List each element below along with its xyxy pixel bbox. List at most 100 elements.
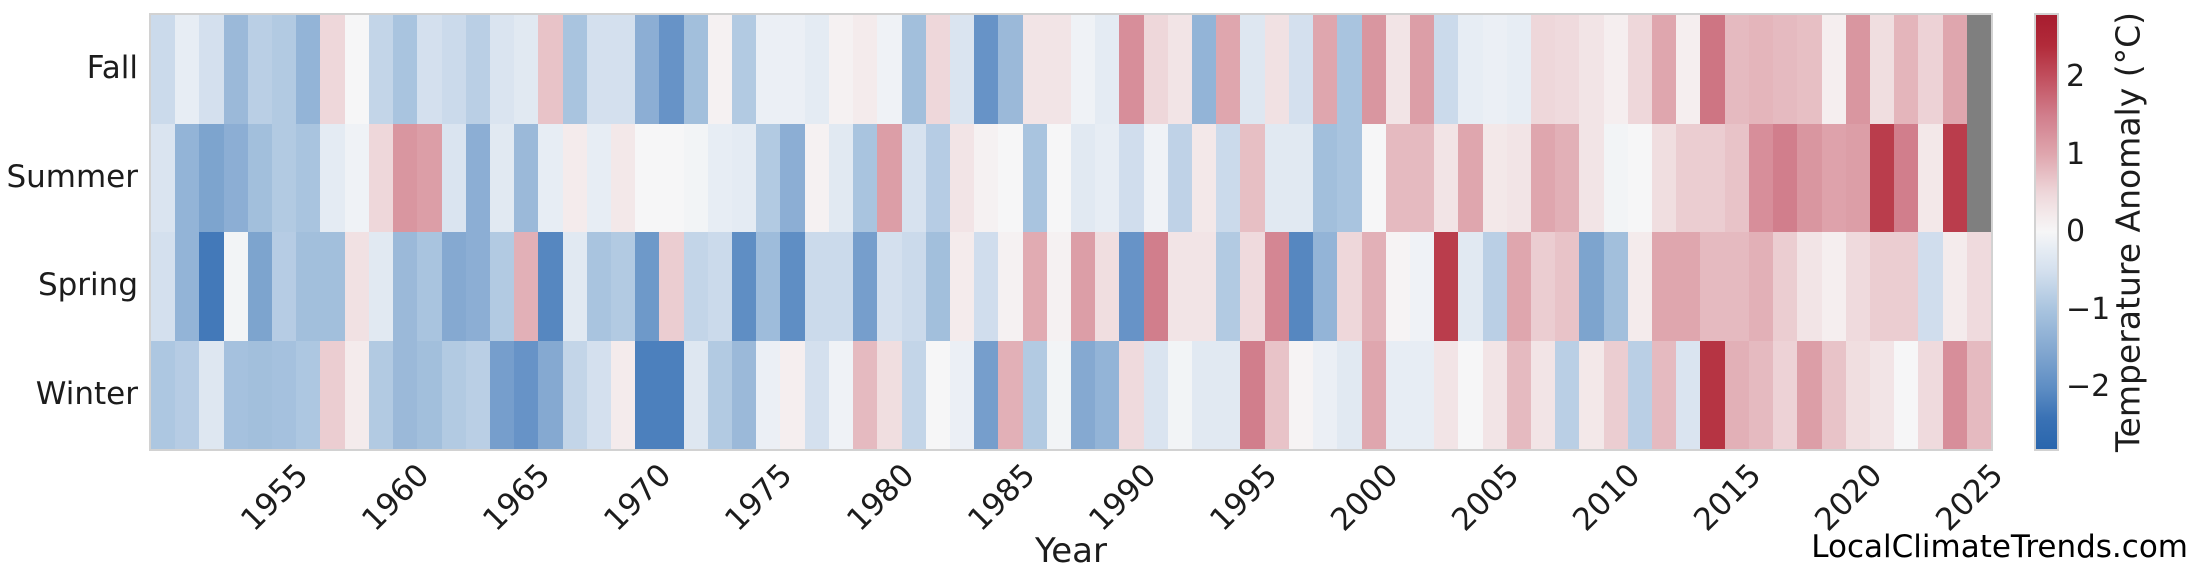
heatmap-cell-fall-1959	[368, 15, 394, 124]
heatmap-cell-spring-1982	[925, 232, 950, 341]
heatmap-cell-spring-1980	[877, 232, 902, 341]
heatmap-cell-winter-1999	[1337, 340, 1362, 449]
heatmap-cell-summer-1982	[925, 123, 950, 232]
heatmap-cell-winter-1954	[247, 340, 273, 449]
heatmap-cell-summer-2002	[1409, 123, 1435, 232]
heatmap-cell-spring-2021	[1869, 232, 1895, 341]
heatmap-cell-spring-1961	[417, 232, 442, 341]
x-tick-label-1955: 1955	[234, 457, 316, 539]
heatmap-cell-fall-1957	[320, 15, 345, 124]
heatmap-cell-spring-2003	[1434, 232, 1459, 341]
heatmap-cell-summer-2020	[1845, 123, 1870, 232]
heatmap-cell-winter-1985	[998, 340, 1023, 449]
heatmap-cell-spring-1958	[344, 232, 369, 341]
heatmap-cell-fall-2018	[1797, 15, 1822, 124]
heatmap-cell-winter-1971	[659, 340, 684, 449]
heatmap-cell-winter-1976	[780, 340, 805, 449]
heatmap-cell-summer-1997	[1288, 123, 1314, 232]
heatmap-cell-fall-2024	[1942, 15, 1967, 124]
heatmap-cell-spring-1959	[368, 232, 394, 341]
heatmap-cell-summer-2007	[1530, 123, 1556, 232]
heatmap-cell-summer-1973	[707, 123, 733, 232]
heatmap-cell-summer-2021	[1869, 123, 1895, 232]
heatmap-cell-fall-1956	[296, 15, 321, 124]
heatmap-cell-winter-1978	[828, 340, 854, 449]
colorbar-gradient	[2034, 13, 2059, 451]
heatmap-cell-summer-2006	[1506, 123, 1531, 232]
heatmap-cell-fall-1977	[804, 15, 829, 124]
heatmap-cell-winter-2017	[1773, 340, 1798, 449]
heatmap-cell-spring-1970	[635, 232, 660, 341]
heatmap-cell-fall-2025	[1966, 15, 1991, 124]
x-tick-label-2005: 2005	[1444, 457, 1527, 539]
heatmap-cell-summer-1990	[1119, 123, 1144, 232]
heatmap-cell-fall-1985	[998, 15, 1023, 124]
heatmap-cell-summer-2001	[1385, 123, 1410, 232]
heatmap-cell-spring-2017	[1773, 232, 1798, 341]
heatmap-cell-winter-2012	[1652, 340, 1677, 449]
heatmap-cell-summer-2012	[1652, 123, 1677, 232]
heatmap-cell-spring-1997	[1288, 232, 1314, 341]
heatmap-cell-summer-1970	[635, 123, 660, 232]
heatmap-cell-winter-1990	[1119, 340, 1144, 449]
heatmap-cell-fall-2010	[1603, 15, 1628, 124]
heatmap-cell-summer-2023	[1918, 123, 1943, 232]
heatmap-cell-summer-1998	[1313, 123, 1338, 232]
heatmap-cell-winter-1993	[1192, 340, 1217, 449]
heatmap-cell-fall-1995	[1240, 15, 1265, 124]
heatmap-cell-spring-1976	[780, 232, 805, 341]
heatmap-cell-winter-2008	[1555, 340, 1580, 449]
heatmap-cell-fall-2000	[1361, 15, 1386, 124]
heatmap-cell-summer-1972	[683, 123, 708, 232]
heatmap-cell-summer-1959	[368, 123, 394, 232]
heatmap-cell-summer-2009	[1579, 123, 1604, 232]
heatmap-cell-summer-1981	[901, 123, 926, 232]
heatmap-cell-fall-2008	[1555, 15, 1580, 124]
heatmap-cell-summer-1975	[756, 123, 781, 232]
heatmap-cell-spring-2000	[1361, 232, 1386, 341]
heatmap-cell-summer-1955	[272, 123, 297, 232]
heatmap-cell-fall-2009	[1579, 15, 1604, 124]
heatmap-plot-area	[149, 13, 1993, 451]
heatmap-cell-fall-1984	[974, 15, 999, 124]
heatmap-cell-winter-1973	[707, 340, 733, 449]
heatmap-cell-spring-2023	[1918, 232, 1943, 341]
heatmap-cell-spring-2008	[1555, 232, 1580, 341]
heatmap-cell-spring-1993	[1192, 232, 1217, 341]
heatmap-cell-fall-1998	[1313, 15, 1338, 124]
heatmap-cell-spring-1973	[707, 232, 733, 341]
heatmap-cell-winter-1951	[175, 340, 200, 449]
heatmap-cell-summer-1994	[1216, 123, 1241, 232]
heatmap-cell-fall-1992	[1167, 15, 1193, 124]
heatmap-cell-spring-2002	[1409, 232, 1435, 341]
heatmap-cell-summer-1965	[514, 123, 539, 232]
heatmap-cell-spring-2001	[1385, 232, 1410, 341]
heatmap-cell-spring-2016	[1748, 232, 1774, 341]
heatmap-cell-fall-1994	[1216, 15, 1241, 124]
x-tick-label-2020: 2020	[1808, 457, 1890, 539]
x-tick-label-2025: 2025	[1929, 457, 2011, 539]
heatmap-cell-spring-1960	[393, 232, 418, 341]
heatmap-cell-winter-2022	[1894, 340, 1919, 449]
heatmap-cell-fall-2005	[1482, 15, 1507, 124]
heatmap-cell-summer-1985	[998, 123, 1023, 232]
heatmap-cell-fall-1996	[1264, 15, 1289, 124]
x-tick-label-2010: 2010	[1565, 457, 1648, 539]
heatmap-cell-summer-1960	[393, 123, 418, 232]
y-tick-label-spring: Spring	[37, 267, 138, 304]
heatmap-cell-fall-1972	[683, 15, 708, 124]
heatmap-cell-spring-1988	[1070, 232, 1096, 341]
heatmap-cell-spring-1965	[514, 232, 539, 341]
heatmap-cell-summer-1993	[1192, 123, 1217, 232]
heatmap-cell-winter-1981	[901, 340, 926, 449]
heatmap-cell-spring-1983	[949, 232, 975, 341]
heatmap-cell-fall-1974	[732, 15, 757, 124]
heatmap-cell-winter-2005	[1482, 340, 1507, 449]
heatmap-cell-fall-1970	[635, 15, 660, 124]
heatmap-cell-winter-2020	[1845, 340, 1870, 449]
heatmap-cell-spring-2024	[1942, 232, 1967, 341]
y-tick-label-winter: Winter	[35, 375, 138, 412]
heatmap-cell-summer-2011	[1627, 123, 1653, 232]
heatmap-cell-spring-1971	[659, 232, 684, 341]
x-tick-label-1995: 1995	[1202, 457, 1285, 539]
